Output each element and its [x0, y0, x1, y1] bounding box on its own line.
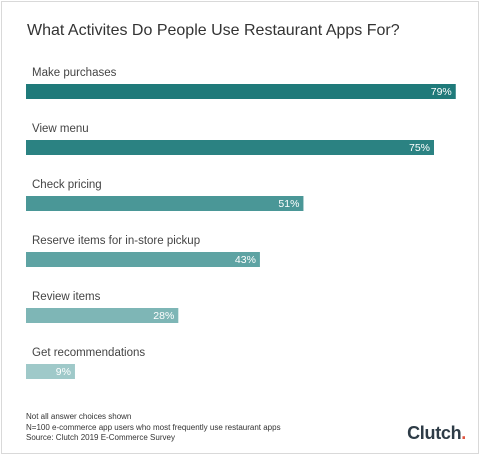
- bar: [26, 252, 260, 267]
- category-label: Make purchases: [32, 67, 117, 79]
- footnote-coverage: Not all answer choices shown: [26, 412, 132, 421]
- category-label: Review items: [32, 291, 101, 303]
- value-label: 9%: [56, 366, 71, 378]
- bar: [26, 364, 75, 379]
- category-label: View menu: [32, 123, 89, 135]
- value-label: 79%: [431, 86, 452, 98]
- bar: [26, 196, 304, 211]
- chart-title: What Activites Do People Use Restaurant …: [27, 22, 400, 39]
- category-label: Check pricing: [32, 179, 102, 191]
- brand-dot: .: [461, 423, 466, 443]
- category-label: Reserve items for in-store pickup: [32, 235, 200, 247]
- value-label: 75%: [409, 142, 430, 154]
- brand-name: Clutch: [407, 423, 462, 443]
- value-label: 43%: [235, 254, 256, 266]
- bar: [26, 140, 434, 155]
- footnote-source: Source: Clutch 2019 E-Commerce Survey: [26, 433, 175, 442]
- value-label: 51%: [278, 198, 299, 210]
- bar: [26, 308, 179, 323]
- value-label: 28%: [153, 310, 174, 322]
- footnote-sample: N=100 e-commerce app users who most freq…: [26, 422, 281, 432]
- footnotes: Not all answer choices shown N=100 e-com…: [26, 412, 281, 444]
- clutch-logo: Clutch.: [407, 423, 466, 444]
- bar: [26, 84, 456, 99]
- category-label: Get recommendations: [32, 347, 145, 359]
